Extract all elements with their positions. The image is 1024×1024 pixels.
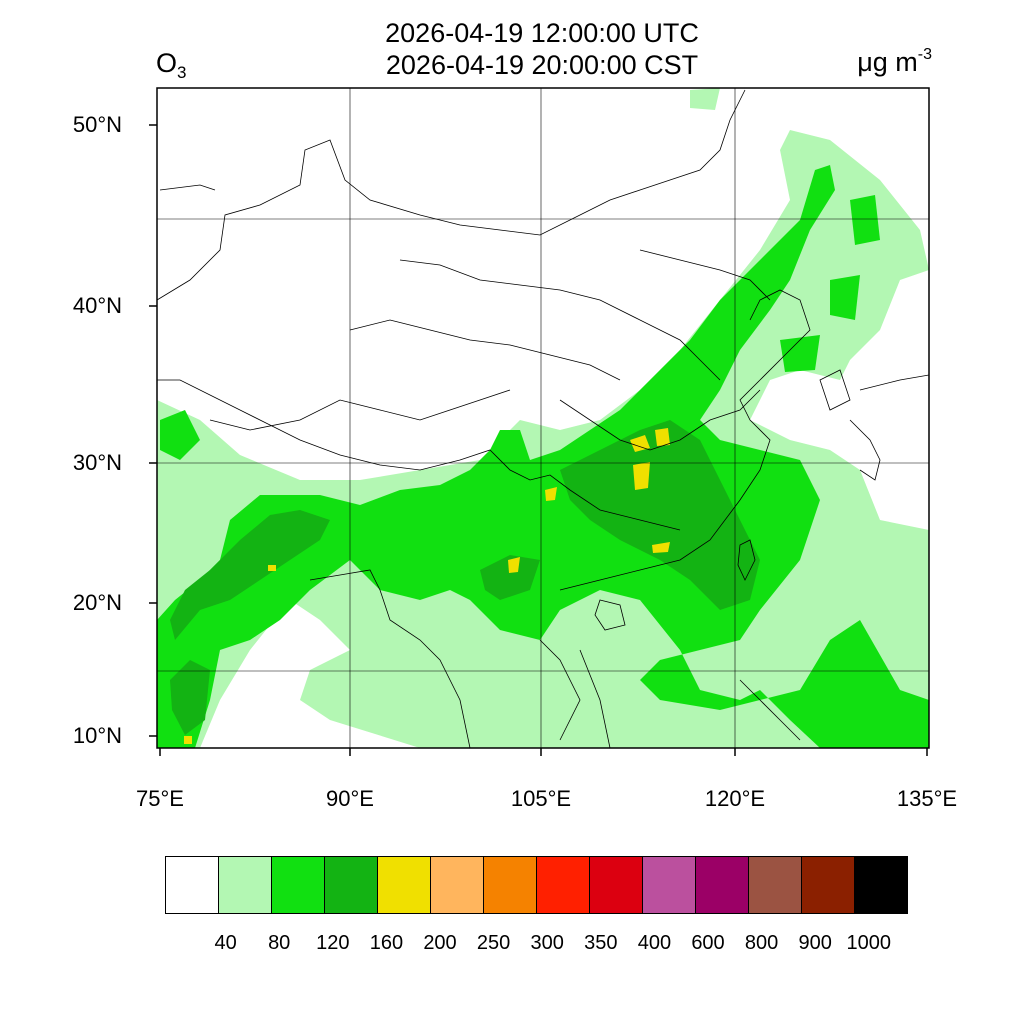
map-frame [156, 87, 930, 749]
legend-label: 160 [369, 932, 404, 954]
species-label: O3 [156, 48, 186, 83]
legend-swatch [483, 856, 537, 914]
lat-label-50: 50°N [72, 112, 122, 137]
legend-swatch [324, 856, 378, 914]
legend-label: 80 [268, 932, 291, 954]
legend-swatch [642, 856, 696, 914]
legend-swatch [430, 856, 484, 914]
legend-swatch [801, 856, 855, 914]
legend-label: 120 [316, 932, 350, 954]
country-border [157, 89, 746, 301]
lon-label-90: 90°E [326, 786, 374, 811]
lon-label-105: 105°E [510, 786, 572, 811]
axis-ticks [149, 124, 928, 756]
legend-swatch [854, 856, 908, 914]
legend-swatch [218, 856, 272, 914]
gridlines [157, 88, 929, 748]
units-superscript: -3 [917, 46, 932, 63]
lat-label-10: 10°N [72, 723, 122, 748]
legend-label: 900 [798, 932, 832, 954]
legend-swatch [589, 856, 643, 914]
legend-label: 40 [214, 932, 237, 954]
lon-label-135: 135°E [896, 786, 958, 811]
lat-label-30: 30°N [72, 450, 122, 475]
species-subscript: 3 [177, 63, 187, 82]
lat-label-40: 40°N [72, 293, 122, 318]
legend-label: 1000 [846, 932, 892, 954]
legend-swatch [165, 856, 219, 914]
boundaries [157, 89, 929, 748]
title-cst: 2026-04-19 20:00:00 CST [385, 50, 699, 80]
legend-label: 300 [530, 932, 564, 954]
legend-label: 800 [744, 932, 779, 954]
field-dark-green [170, 510, 330, 640]
lon-label-120: 120°E [704, 786, 766, 811]
field-yellow [630, 435, 650, 452]
species-base: O [156, 48, 178, 78]
units-label: μg m-3 [857, 46, 932, 78]
legend-swatch [271, 856, 325, 914]
legend-label: 200 [423, 932, 457, 954]
legend-label: 350 [584, 932, 618, 954]
lat-label-20: 20°N [72, 590, 122, 615]
legend-label: 250 [476, 932, 511, 954]
color-legend [165, 856, 908, 916]
legend-swatch [695, 856, 749, 914]
lon-label-75: 75°E [136, 786, 184, 811]
legend-swatch [536, 856, 590, 914]
units-base: μg m [857, 47, 918, 77]
legend-swatch [748, 856, 802, 914]
legend-label: 600 [691, 932, 725, 954]
title-utc: 2026-04-19 12:00:00 UTC [385, 18, 699, 48]
legend-label: 400 [637, 932, 672, 954]
legend-swatch [377, 856, 431, 914]
